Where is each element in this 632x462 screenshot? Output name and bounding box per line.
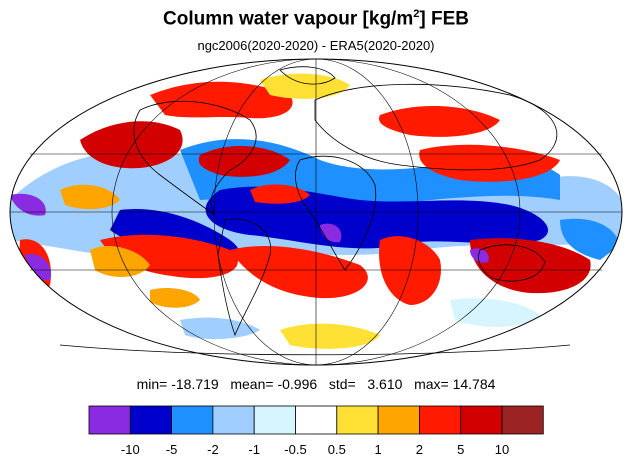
stat-mean-value: -0.996 xyxy=(277,376,318,392)
coastlines xyxy=(59,66,571,356)
colorbar-tick-label: -2 xyxy=(207,442,219,457)
region-purple-west xyxy=(25,254,51,281)
region-red-africa-west xyxy=(250,184,310,204)
region-purple-indian xyxy=(470,248,489,263)
colorbar-labels: -10 -5 -2 -1 -0.5 0.5 1 2 5 10 xyxy=(121,442,509,457)
colorbar-box xyxy=(212,405,255,435)
region-red-southatlantic xyxy=(230,245,368,299)
region-red-europe xyxy=(379,105,500,137)
colorbar-box xyxy=(501,405,544,435)
colorbar-box xyxy=(295,405,338,435)
statistics-line: min= -18.719 mean= -0.996 std= 3.610 max… xyxy=(0,376,632,392)
coast-north-america xyxy=(133,100,257,216)
colorbar-box xyxy=(460,405,503,435)
region-purple-atlantic xyxy=(320,223,342,243)
stat-min-value: -18.719 xyxy=(171,376,219,392)
colorbar-box xyxy=(129,405,173,435)
region-orange-southeast xyxy=(150,288,200,308)
region-yellow-arctic xyxy=(260,73,350,99)
stat-max-value: 14.784 xyxy=(452,376,496,392)
stat-std-value: 3.610 xyxy=(367,376,403,392)
stat-std-label: std= xyxy=(328,376,356,392)
colorbar-tick-label: 0.5 xyxy=(328,442,346,457)
region-purple-edge xyxy=(10,193,46,216)
region-red-northamerica xyxy=(150,81,293,119)
colorbar-tick-label: 1 xyxy=(374,442,381,457)
colorbar-box xyxy=(336,405,379,435)
region-paleblue-southocean xyxy=(450,298,540,327)
colorbar-tick-label: -10 xyxy=(121,442,140,457)
region-red-northpacific xyxy=(80,121,183,169)
coast-greenland xyxy=(279,66,336,85)
coast-south-america xyxy=(217,218,271,337)
colorbar-box xyxy=(88,405,131,435)
region-orange-southpacific xyxy=(90,245,150,277)
region-blue-westpacific xyxy=(560,218,620,260)
colorbar-box xyxy=(171,405,214,435)
coast-africa xyxy=(295,155,377,271)
stat-min-label: min= xyxy=(136,376,168,392)
stat-max-label: max= xyxy=(414,376,449,392)
region-orange-eastpacific xyxy=(60,184,120,210)
colorbar-tick-label: 10 xyxy=(495,442,509,457)
coast-eurasia xyxy=(314,83,558,171)
map-outline xyxy=(9,58,623,366)
stat-mean-label: mean= xyxy=(230,376,274,392)
colorbar-tick-label: 5 xyxy=(457,442,464,457)
colorbar-tick-label: -5 xyxy=(166,442,178,457)
region-yellow-antarctic xyxy=(280,323,380,349)
region-red-australia xyxy=(470,238,591,294)
plot-title: Column water vapour [kg/m2] FEB xyxy=(0,8,632,30)
colorbar-tick-label: -1 xyxy=(248,442,260,457)
colorbar-boxes xyxy=(88,405,544,435)
coast-australia xyxy=(478,244,546,282)
title-main: Column water vapour [kg/m xyxy=(163,8,414,30)
region-red-southpacific xyxy=(100,234,238,279)
colorbar-tick-label: -0.5 xyxy=(284,442,306,457)
colorbar-box xyxy=(377,405,420,435)
colorbar-box xyxy=(418,405,462,435)
title-superscript: 2 xyxy=(413,8,420,20)
colorbar-box xyxy=(253,405,296,435)
title-tail: ] FEB xyxy=(419,8,469,30)
coast-antarctica xyxy=(59,344,571,356)
plot-subtitle: ngc2006(2020-2020) - ERA5(2020-2020) xyxy=(197,38,435,53)
colorbar-tick-label: 2 xyxy=(416,442,423,457)
